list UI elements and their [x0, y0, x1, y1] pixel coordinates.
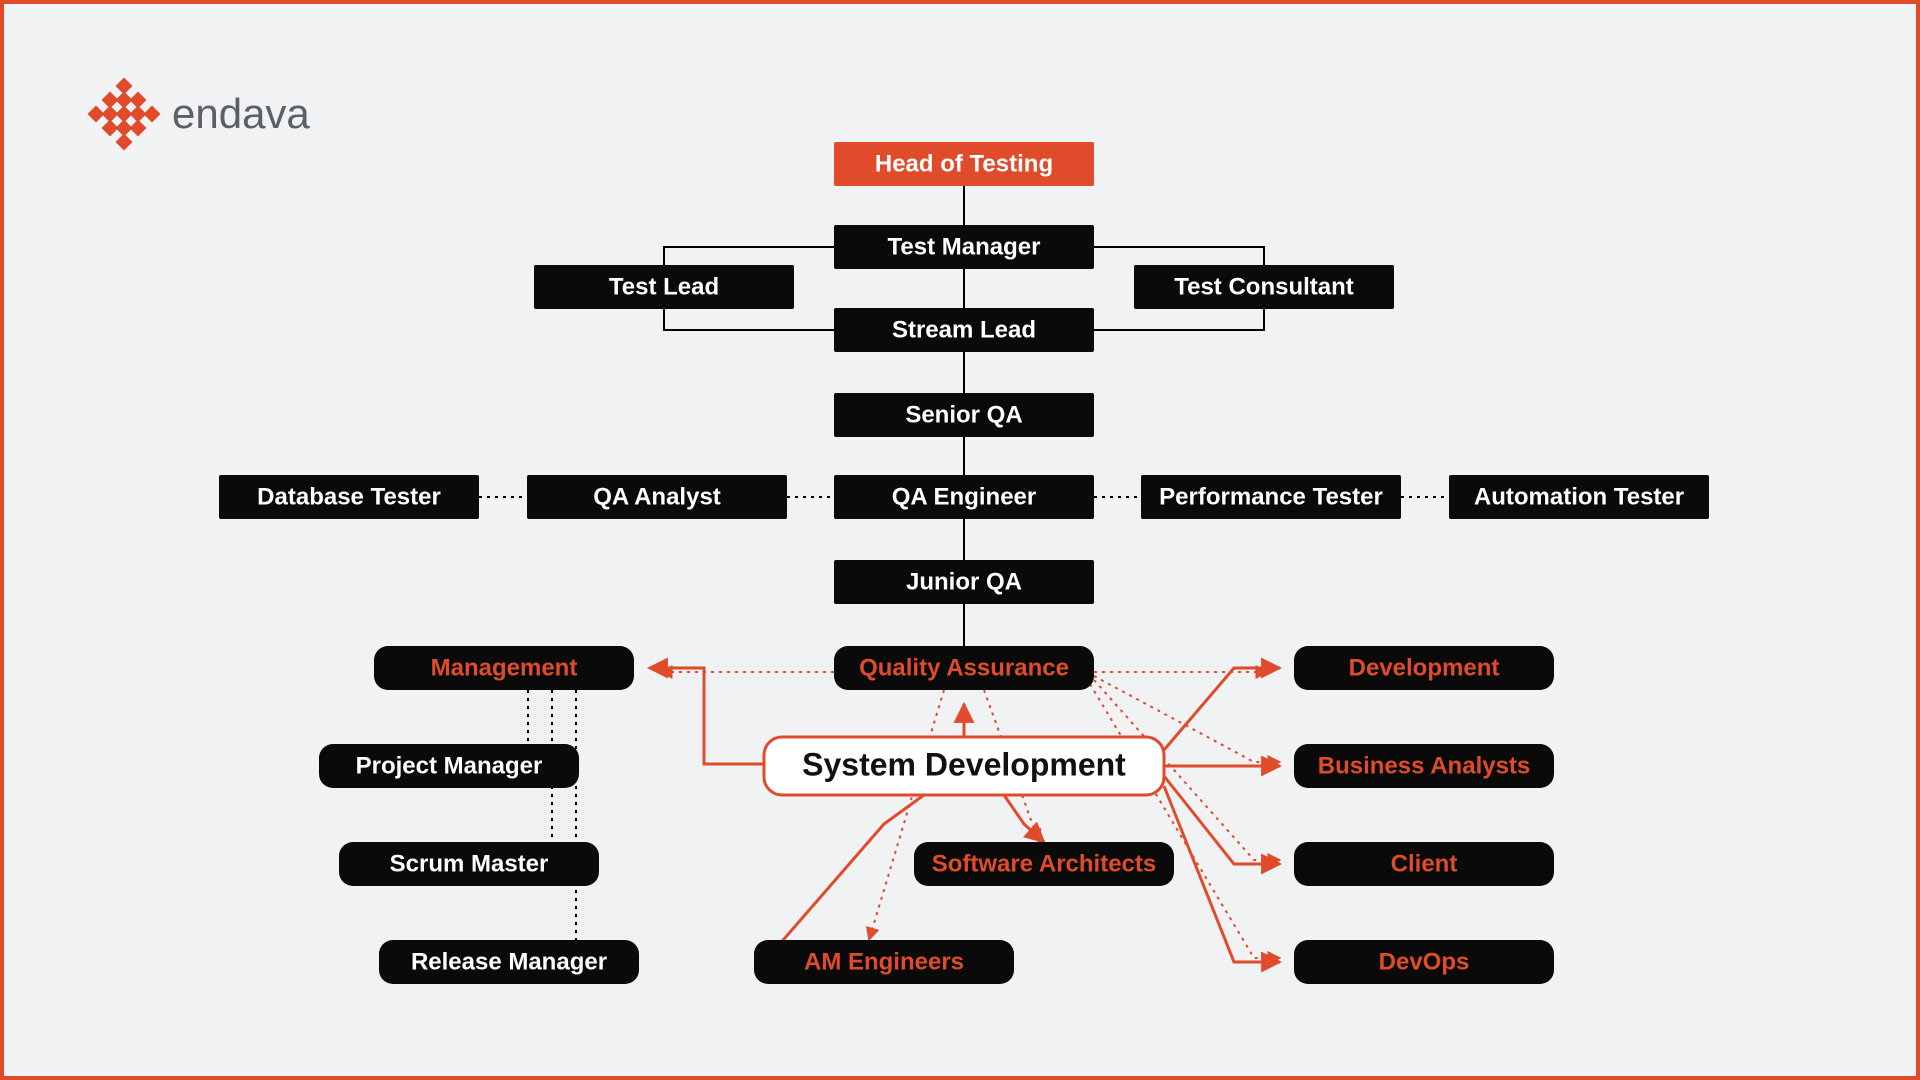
node-junior_qa: Junior QA: [834, 560, 1094, 604]
node-label: Development: [1349, 654, 1500, 681]
edge: [764, 795, 924, 962]
node-stream_lead: Stream Lead: [834, 308, 1094, 352]
edge: [1164, 668, 1280, 750]
edge: [1164, 786, 1280, 962]
node-qa_analyst: QA Analyst: [527, 475, 787, 519]
node-client: Client: [1294, 842, 1554, 886]
node-label: Test Lead: [609, 273, 719, 300]
node-test_consultant: Test Consultant: [1134, 265, 1394, 309]
node-am_engineers: AM Engineers: [754, 940, 1014, 984]
endava-logo-text: endava: [172, 90, 310, 137]
node-label: Release Manager: [411, 948, 607, 975]
node-label: Performance Tester: [1159, 483, 1383, 510]
node-release_manager: Release Manager: [379, 940, 639, 984]
edge: [869, 690, 944, 940]
node-management: Management: [374, 646, 634, 690]
node-label: Client: [1391, 850, 1458, 877]
node-soft_arch: Software Architects: [914, 842, 1174, 886]
endava-logo: endava: [88, 78, 311, 151]
org-chart-diagram: endava Head of Testing Test Manager Test L…: [4, 4, 1916, 1076]
diagram-nodes: Head of Testing Test Manager Test Lead Test…: [219, 142, 1709, 984]
node-label: Junior QA: [906, 568, 1022, 595]
node-label: QA Analyst: [593, 483, 721, 510]
edge: [1094, 309, 1264, 330]
edge: [664, 247, 834, 265]
node-label: Business Analysts: [1318, 752, 1531, 779]
node-label: QA Engineer: [892, 483, 1036, 510]
node-label: Automation Tester: [1474, 483, 1684, 510]
node-label: AM Engineers: [804, 948, 964, 975]
node-label: Stream Lead: [892, 316, 1036, 343]
node-label: Software Architects: [932, 850, 1157, 877]
node-label: Test Consultant: [1174, 273, 1354, 300]
node-perf_tester: Performance Tester: [1141, 475, 1401, 519]
node-test_manager: Test Manager: [834, 225, 1094, 269]
node-label: Database Tester: [257, 483, 441, 510]
edge: [664, 309, 834, 330]
slide-frame: endava Head of Testing Test Manager Test L…: [0, 0, 1920, 1080]
node-label: Senior QA: [905, 401, 1022, 428]
node-db_tester: Database Tester: [219, 475, 479, 519]
edge: [1004, 795, 1044, 842]
node-senior_qa: Senior QA: [834, 393, 1094, 437]
node-qa_category: Quality Assurance: [834, 646, 1094, 690]
node-label: Scrum Master: [390, 850, 549, 877]
edge: [649, 668, 764, 764]
node-scrum_master: Scrum Master: [339, 842, 599, 886]
node-biz_analysts: Business Analysts: [1294, 744, 1554, 788]
node-devops: DevOps: [1294, 940, 1554, 984]
node-label: System Development: [802, 746, 1126, 782]
node-label: Project Manager: [356, 752, 543, 779]
node-label: Quality Assurance: [859, 654, 1069, 681]
node-test_lead: Test Lead: [534, 265, 794, 309]
node-auto_tester: Automation Tester: [1449, 475, 1709, 519]
node-head_testing: Head of Testing: [834, 142, 1094, 186]
node-development: Development: [1294, 646, 1554, 690]
edge: [1164, 776, 1280, 864]
endava-logo-mark: [88, 78, 161, 151]
node-label: Management: [431, 654, 578, 681]
node-sys_dev: System Development: [764, 737, 1164, 795]
node-label: Test Manager: [888, 233, 1041, 260]
node-proj_manager: Project Manager: [319, 744, 579, 788]
node-label: DevOps: [1379, 948, 1470, 975]
edge: [1094, 247, 1264, 265]
node-label: Head of Testing: [875, 150, 1053, 177]
node-qa_engineer: QA Engineer: [834, 475, 1094, 519]
